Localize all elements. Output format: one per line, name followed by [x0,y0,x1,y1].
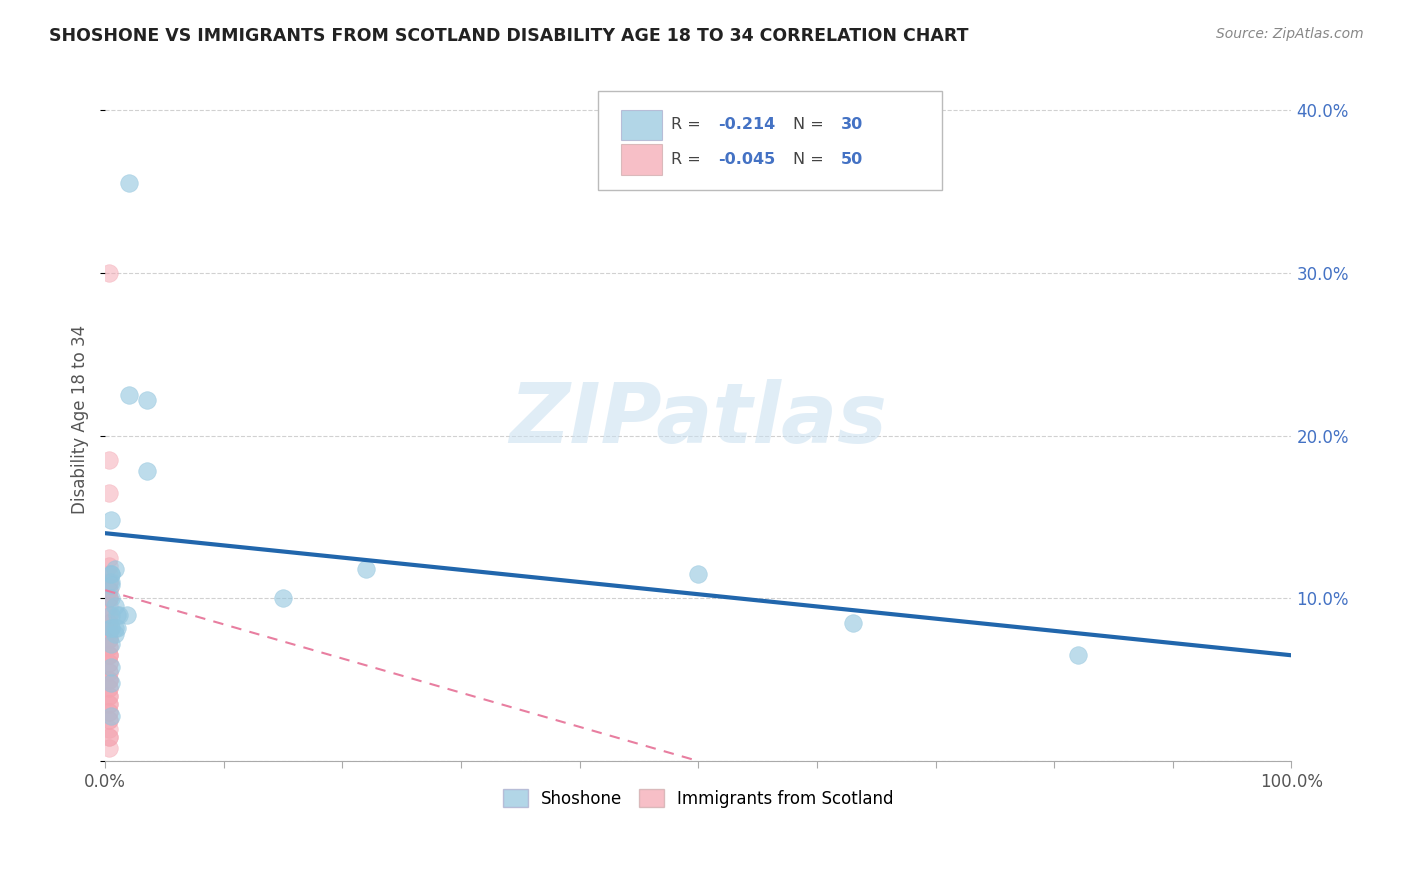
Point [100,708,122,723]
Point [105,621,128,635]
Point [97,632,120,646]
Point [97,741,120,756]
Point [97,591,120,606]
Text: SHOSHONE VS IMMIGRANTS FROM SCOTLAND DISABILITY AGE 18 TO 34 CORRELATION CHART: SHOSHONE VS IMMIGRANTS FROM SCOTLAND DIS… [49,27,969,45]
Text: -0.214: -0.214 [718,117,776,132]
Text: N =: N = [793,117,830,132]
FancyBboxPatch shape [598,91,942,190]
Point [97,705,120,719]
Point [97,640,120,654]
Y-axis label: Disability Age 18 to 34: Disability Age 18 to 34 [72,325,89,514]
Point [100,676,122,690]
Text: 30: 30 [841,117,863,132]
Point [100,659,122,673]
Point [100,566,122,581]
Point [97,714,120,728]
Point [104,627,127,641]
Point [688,566,710,581]
Point [97,632,120,646]
Point [100,621,122,635]
Point [97,583,120,598]
Point [108,607,131,622]
Text: Source: ZipAtlas.com: Source: ZipAtlas.com [1216,27,1364,41]
Point [97,453,120,467]
Point [100,566,122,581]
FancyBboxPatch shape [621,145,662,175]
Point [97,714,120,728]
Point [97,599,120,614]
Text: R =: R = [671,152,706,167]
Point [97,673,120,687]
Point [100,621,122,635]
Point [97,624,120,638]
Point [97,689,120,703]
Point [97,550,120,565]
Point [841,615,863,630]
Point [97,632,120,646]
Point [97,648,120,663]
Point [97,681,120,695]
Point [104,599,127,614]
Point [97,615,120,630]
Point [97,591,120,606]
Point [97,730,120,744]
Point [104,621,127,635]
Point [97,657,120,671]
Point [97,697,120,711]
Point [97,673,120,687]
Point [97,574,120,589]
Point [100,574,122,589]
Point [97,730,120,744]
Point [97,673,120,687]
Point [97,640,120,654]
Point [97,665,120,679]
Point [97,266,120,280]
Point [97,574,120,589]
Legend: Shoshone, Immigrants from Scotland: Shoshone, Immigrants from Scotland [496,783,901,814]
Point [354,562,377,576]
Point [97,722,120,736]
Point [97,558,120,573]
Point [100,513,122,527]
Point [118,176,141,190]
Point [97,566,120,581]
Point [97,657,120,671]
Point [271,591,294,606]
Point [97,697,120,711]
Point [97,615,120,630]
Text: ZIPatlas: ZIPatlas [509,379,887,459]
Text: R =: R = [671,117,706,132]
Point [105,607,128,622]
Point [100,578,122,592]
Point [97,689,120,703]
Point [100,607,122,622]
Point [1067,648,1090,663]
Point [135,464,157,478]
Point [100,637,122,651]
Point [118,388,141,402]
Text: N =: N = [793,152,830,167]
Point [135,392,157,407]
FancyBboxPatch shape [621,111,662,140]
Point [97,485,120,500]
Point [97,607,120,622]
Point [97,705,120,719]
Text: -0.045: -0.045 [718,152,776,167]
Point [97,583,120,598]
Point [104,562,127,576]
Point [97,665,120,679]
Point [97,624,120,638]
Point [100,591,122,606]
Point [115,607,138,622]
Text: 50: 50 [841,152,863,167]
Point [97,624,120,638]
Point [97,648,120,663]
Point [97,607,120,622]
Point [97,681,120,695]
Point [97,648,120,663]
Point [97,591,120,606]
